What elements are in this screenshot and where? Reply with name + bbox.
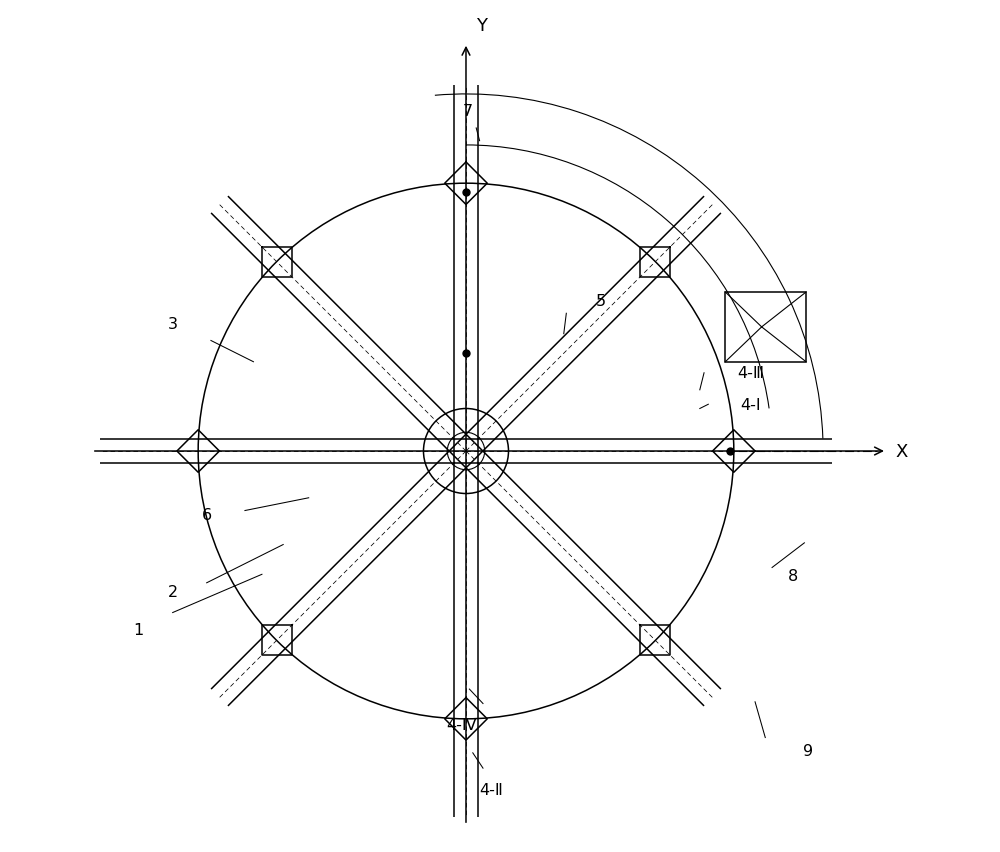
Text: 8: 8 (788, 569, 798, 584)
Text: 4-Ⅳ: 4-Ⅳ (446, 717, 477, 733)
Text: 1: 1 (134, 622, 144, 637)
Text: 5: 5 (595, 294, 605, 308)
Text: 4-Ⅰ: 4-Ⅰ (741, 397, 761, 412)
Text: 9: 9 (803, 743, 813, 758)
Bar (725, 293, 806, 362)
Text: 4-Ⅱ: 4-Ⅱ (480, 782, 503, 797)
Text: X: X (895, 442, 908, 460)
Text: Y: Y (476, 17, 487, 35)
Text: 4-Ⅲ: 4-Ⅲ (737, 366, 764, 381)
Text: 7: 7 (463, 104, 473, 119)
Text: 2: 2 (168, 584, 178, 599)
Text: 6: 6 (202, 508, 212, 522)
Text: 3: 3 (168, 317, 178, 331)
